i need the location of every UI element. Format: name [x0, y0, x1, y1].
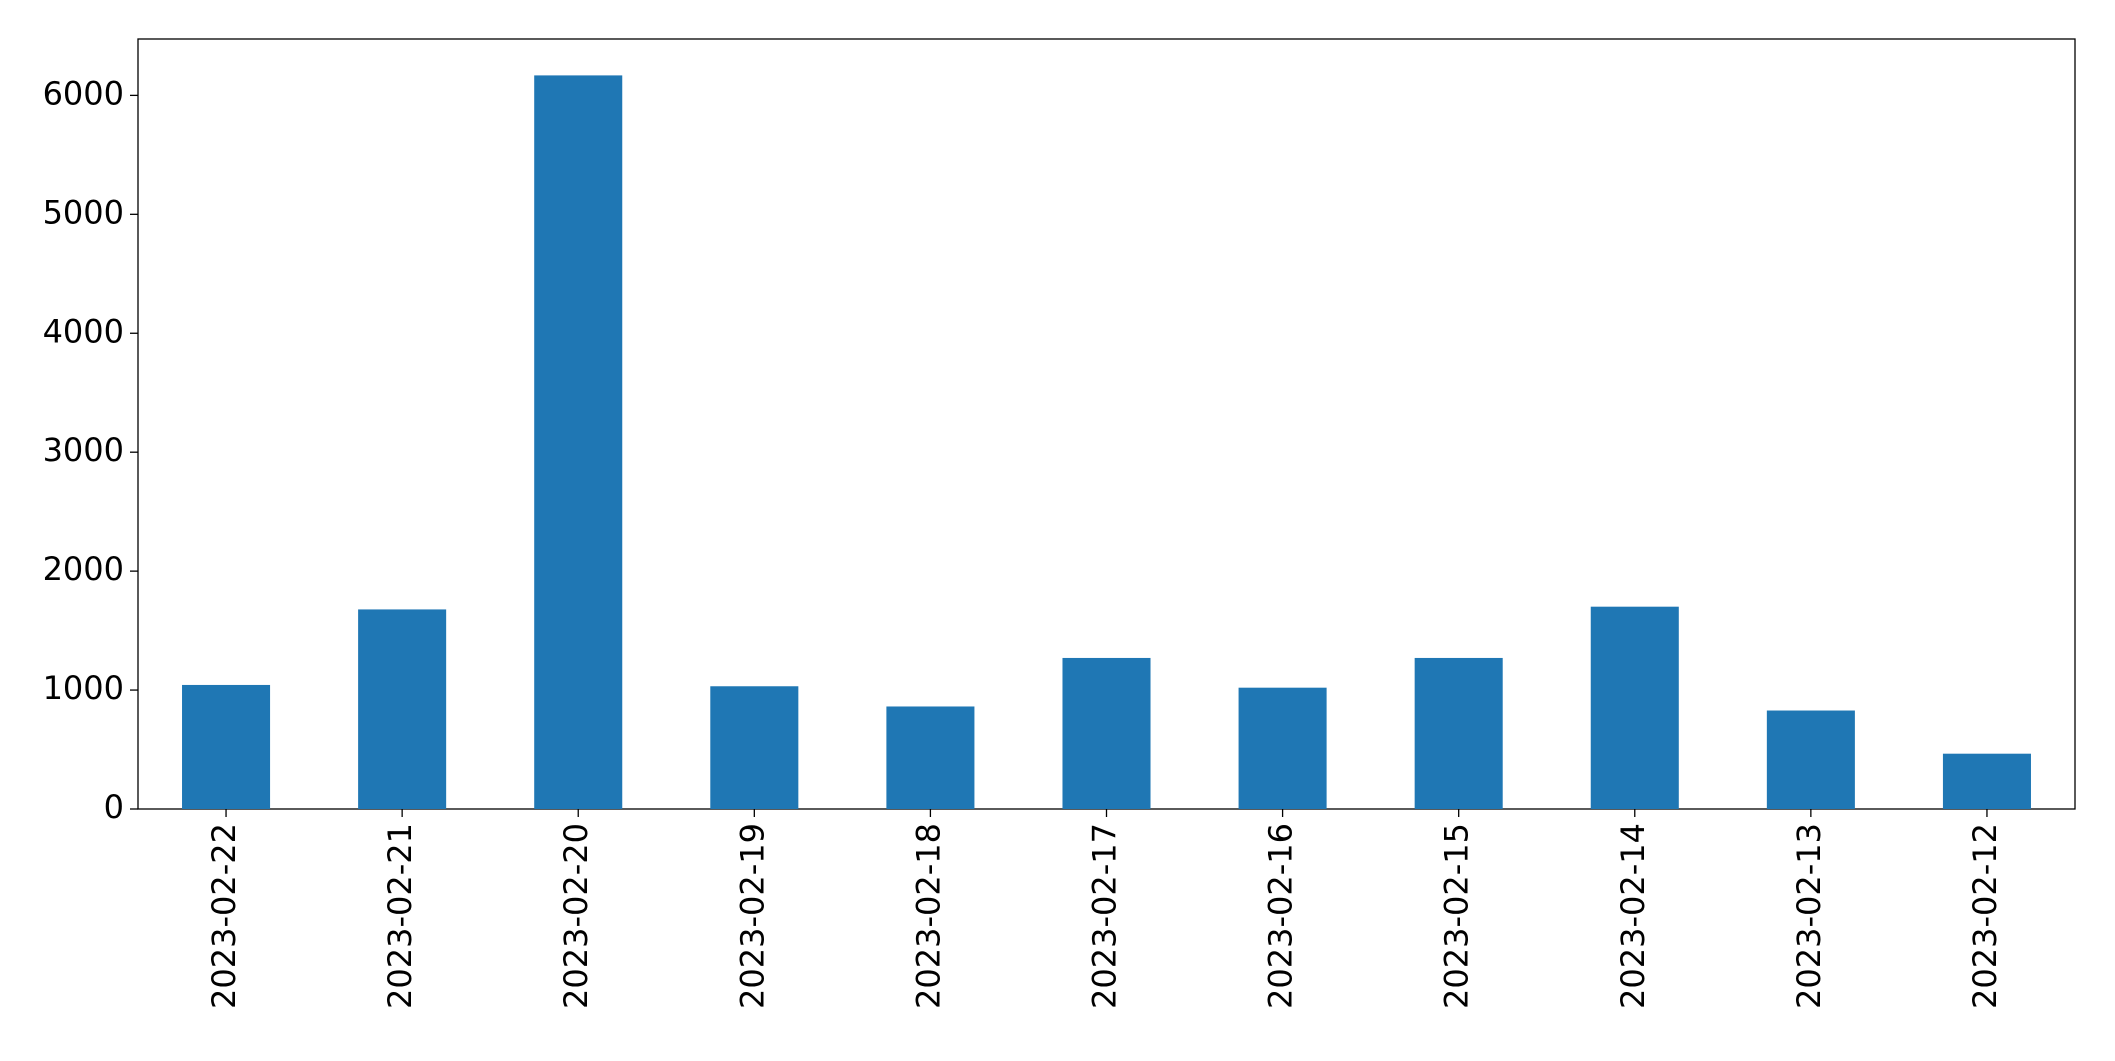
bar — [534, 75, 623, 809]
x-tick-label: 2023-02-18 — [909, 823, 947, 1009]
x-tick-label: 2023-02-22 — [205, 823, 243, 1009]
bar — [1766, 710, 1855, 809]
x-tick-label: 2023-02-14 — [1614, 823, 1652, 1009]
x-tick-label: 2023-02-17 — [1086, 823, 1124, 1009]
x-tick-label: 2023-02-15 — [1438, 823, 1476, 1009]
bar — [1238, 687, 1327, 809]
x-tick-label: 2023-02-20 — [557, 823, 595, 1009]
bar — [1590, 606, 1679, 809]
y-tick-label: 0 — [104, 788, 124, 826]
bar — [886, 706, 975, 809]
bar — [358, 609, 447, 809]
x-tick-label: 2023-02-19 — [733, 823, 771, 1009]
bar — [182, 684, 271, 809]
y-tick-label: 6000 — [43, 74, 124, 112]
y-tick-label: 2000 — [43, 550, 124, 588]
y-tick-label: 3000 — [43, 431, 124, 469]
y-tick-label: 1000 — [43, 669, 124, 707]
x-tick-label: 2023-02-21 — [381, 823, 419, 1009]
bar — [1942, 753, 2031, 809]
y-tick-label: 4000 — [43, 312, 124, 350]
y-tick-label: 5000 — [43, 193, 124, 231]
x-tick-label: 2023-02-12 — [1966, 823, 2004, 1009]
x-tick-label: 2023-02-16 — [1262, 823, 1300, 1009]
bar — [710, 686, 799, 809]
bar — [1062, 657, 1151, 809]
x-tick-label: 2023-02-13 — [1790, 823, 1828, 1009]
bar — [1414, 657, 1503, 809]
